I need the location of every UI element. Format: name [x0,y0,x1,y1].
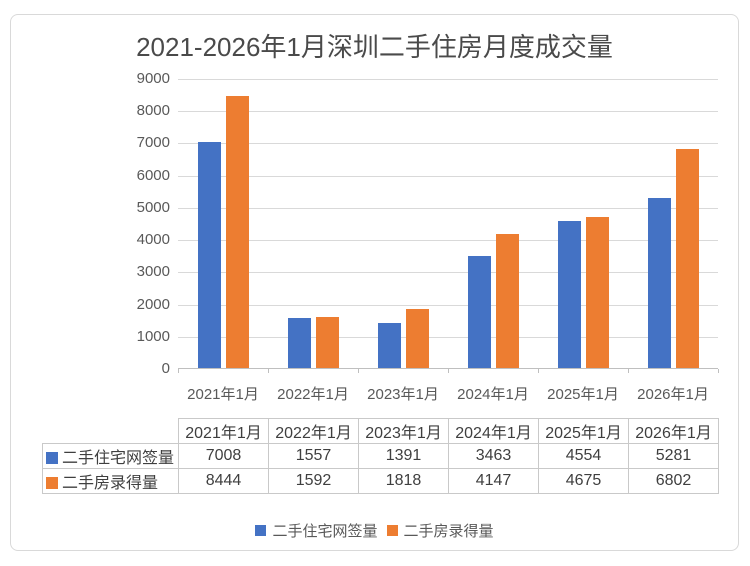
x-axis-label-2024: 2024年1月 [457,386,529,403]
chart-card: 2021-2026年1月深圳二手住房月度成交量 0 1000 2000 3000 400… [10,14,739,551]
chart-data-table: 2021年1月 2022年1月 2023年1月 2024年1月 2025年1月 2026年… [42,418,719,494]
x-axis-category-tick [628,369,629,373]
data-table-row-label: 二手房录得量 [42,468,179,494]
y-axis-tick-label-4000: 4000 [136,231,170,249]
y-axis-tick-label-9000: 9000 [136,70,170,87]
y-axis-tick-label-7000: 7000 [136,134,170,152]
y-axis-tick-label-5000: 5000 [136,198,170,216]
y-axis-tick-label-8000: 8000 [136,102,170,120]
legend-swatch-icon [386,525,398,536]
series-swatch-icon [46,477,58,489]
y-axis-tick-label-3000: 3000 [136,263,170,281]
data-table-column-header: 2025年1月 [538,418,629,444]
data-table-value-cell: 1592 [268,468,359,494]
data-table-row-label: 二手住宅网签量 [42,443,179,469]
bar-chart-plot-area: 0 1000 2000 3000 4000 5000 6000 7000 8000 9000 202… [137,70,719,403]
data-table-column-header: 2024年1月 [448,418,539,444]
data-table-value-cell: 3463 [448,443,539,469]
gridline-2000 [178,304,718,306]
series-swatch-icon [46,452,58,464]
data-table-value-cell: 4675 [538,468,629,494]
data-table-corner-cell [42,418,179,444]
gridline-3000 [178,272,718,274]
x-axis-category-tick [448,369,449,373]
bar-online-signed-2021 [198,142,221,368]
data-table-value-cell: 1818 [358,468,449,494]
data-table-value-cell: 1557 [268,443,359,469]
data-table-column-header: 2022年1月 [268,418,359,444]
data-table-value-cell: 6802 [628,468,719,494]
data-table-value-cell: 7008 [178,443,269,469]
legend-item: 二手房录得量 [386,520,494,541]
bar-recorded-2024 [496,234,519,368]
data-table-value-cell: 4147 [448,468,539,494]
gridline-4000 [178,240,718,242]
legend-swatch-icon [255,525,267,536]
gridline-1000 [178,336,718,338]
legend-label: 二手住宅网签量 [272,523,378,540]
bar-recorded-2025 [586,217,609,368]
gridline-6000 [178,175,718,177]
gridline-8000 [178,111,718,113]
data-table-value-cell: 1391 [358,443,449,469]
legend-label: 二手房录得量 [403,523,494,540]
y-axis-tick-label-2000: 2000 [136,295,170,313]
y-axis-tick-label-6000: 6000 [136,166,170,184]
x-axis-label-2025: 2025年1月 [547,386,619,403]
data-table-column-header: 2026年1月 [628,418,719,444]
bar-recorded-2022 [316,316,339,368]
x-axis-category-tick [718,369,719,373]
bar-online-signed-2023 [378,323,401,368]
x-axis-category-tick [538,369,539,373]
bar-online-signed-2024 [468,256,491,368]
data-table-value-cell: 4554 [538,443,629,469]
bar-recorded-2026 [676,148,699,368]
x-axis-label-2022: 2022年1月 [277,386,349,403]
data-table-value-cell: 8444 [178,468,269,494]
x-axis-category-tick [268,369,269,373]
x-axis-label-2021: 2021年1月 [187,386,259,403]
data-table-value-cell: 5281 [628,443,719,469]
data-table-row: 二手住宅网签量 7008 1557 1391 3463 4554 5281 [42,443,719,469]
gridline-9000 [178,79,718,80]
data-table-header-row: 2021年1月 2022年1月 2023年1月 2024年1月 2025年1月 2026年… [42,418,719,444]
x-axis-label-2023: 2023年1月 [367,386,439,403]
bar-recorded-2023 [406,309,429,368]
data-table-column-header: 2023年1月 [358,418,449,444]
bar-recorded-2021 [226,95,249,368]
gridline-5000 [178,207,718,209]
legend-item: 二手住宅网签量 [255,520,378,541]
chart-title: 2021-2026年1月深圳二手住房月度成交量 [136,32,613,62]
chart-legend: 二手住宅网签量 二手房录得量 [11,520,738,541]
data-table-column-header: 2021年1月 [178,418,269,444]
x-axis-category-tick [178,369,179,373]
y-axis-tick-label-1000: 1000 [136,327,170,345]
bar-online-signed-2022 [288,317,311,368]
bar-online-signed-2025 [558,221,581,368]
y-axis-tick-label-0: 0 [161,360,170,377]
gridline-7000 [178,143,718,145]
x-axis-category-tick [358,369,359,373]
bar-online-signed-2026 [648,197,671,368]
x-axis-label-2026: 2026年1月 [637,386,709,403]
data-table-row: 二手房录得量 8444 1592 1818 4147 4675 6802 [42,468,719,494]
